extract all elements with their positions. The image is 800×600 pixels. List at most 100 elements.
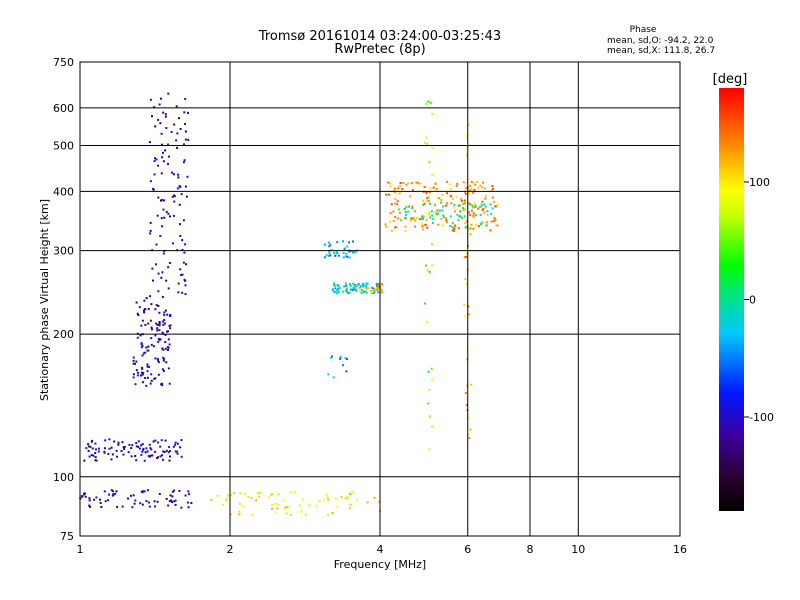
data-point: [491, 207, 494, 210]
data-point: [334, 287, 337, 290]
data-point: [342, 364, 345, 367]
data-point: [165, 210, 168, 213]
data-point: [373, 496, 376, 499]
y-tick-label: 75: [60, 530, 74, 543]
data-point: [346, 497, 349, 500]
data-point: [154, 334, 157, 337]
data-point: [161, 368, 164, 371]
data-point: [183, 143, 185, 146]
data-point: [137, 445, 140, 448]
data-point: [339, 357, 342, 360]
data-point: [89, 445, 92, 448]
data-point: [150, 337, 153, 340]
data-point: [344, 357, 347, 359]
data-point: [277, 493, 280, 496]
data-point: [432, 218, 435, 221]
data-point: [365, 282, 368, 285]
data-point: [271, 493, 274, 496]
data-point: [333, 282, 336, 285]
data-point: [165, 279, 168, 282]
y-tick-label: 600: [53, 102, 74, 115]
data-point: [87, 445, 90, 448]
data-point: [375, 284, 378, 287]
data-point: [423, 215, 426, 218]
data-point: [358, 282, 361, 285]
data-point: [168, 500, 171, 503]
data-point: [183, 159, 186, 162]
data-point: [171, 171, 174, 174]
data-point: [397, 187, 400, 190]
data-point: [409, 195, 412, 198]
data-point: [389, 185, 392, 188]
data-point: [360, 285, 363, 287]
data-point: [464, 278, 467, 280]
data-point: [152, 440, 155, 443]
data-point: [159, 445, 162, 448]
data-point: [430, 210, 433, 213]
data-point: [423, 202, 426, 205]
data-point: [411, 207, 414, 209]
data-point: [120, 450, 123, 452]
data-point: [180, 274, 183, 276]
data-point: [149, 382, 152, 385]
data-point: [337, 291, 340, 293]
data-point: [474, 205, 477, 208]
data-point: [143, 311, 146, 314]
data-point: [165, 361, 168, 364]
colorbar-ticks: 100 0 -100: [744, 176, 774, 424]
data-point: [146, 376, 149, 379]
data-point: [168, 262, 171, 264]
data-point: [442, 205, 445, 208]
data-point: [415, 217, 418, 220]
data-point: [331, 289, 334, 292]
data-point: [167, 266, 170, 269]
data-point: [176, 132, 179, 135]
data-point: [346, 495, 349, 498]
data-point: [156, 500, 159, 503]
data-point: [160, 172, 163, 175]
data-point: [117, 443, 120, 446]
data-point: [380, 291, 383, 294]
data-point: [465, 404, 468, 407]
data-point: [156, 329, 159, 332]
data-point: [473, 216, 476, 219]
data-point: [97, 450, 100, 453]
data-point: [446, 192, 449, 195]
data-point: [462, 181, 465, 184]
data-point: [149, 295, 152, 298]
data-point: [458, 204, 461, 207]
data-point: [94, 452, 97, 454]
data-point: [330, 356, 333, 359]
data-point: [84, 495, 87, 498]
data-point: [173, 489, 176, 492]
data-point: [339, 355, 342, 358]
data-point: [140, 342, 143, 345]
data-point: [168, 459, 171, 462]
data-point: [315, 504, 318, 507]
data-point: [427, 402, 430, 405]
data-point: [146, 450, 149, 453]
data-point: [352, 251, 355, 254]
data-point: [276, 507, 279, 510]
data-point: [180, 193, 183, 196]
data-point: [337, 254, 340, 257]
data-point: [440, 217, 443, 220]
data-point: [345, 358, 348, 361]
data-point: [482, 181, 484, 184]
data-point: [158, 321, 161, 323]
data-point: [255, 499, 258, 502]
data-point: [375, 282, 378, 285]
y-tick-label: 200: [53, 328, 74, 341]
data-point: [425, 218, 428, 221]
data-point: [184, 130, 187, 133]
data-point: [413, 216, 415, 219]
data-point: [328, 251, 331, 254]
data-point: [328, 254, 331, 257]
data-point: [173, 200, 176, 203]
data-point: [400, 218, 403, 221]
data-point: [480, 203, 483, 206]
data-point: [169, 455, 171, 458]
data-point: [483, 211, 486, 214]
data-point: [327, 241, 330, 244]
chart-subtitle: RwPretec (8p): [334, 42, 425, 57]
